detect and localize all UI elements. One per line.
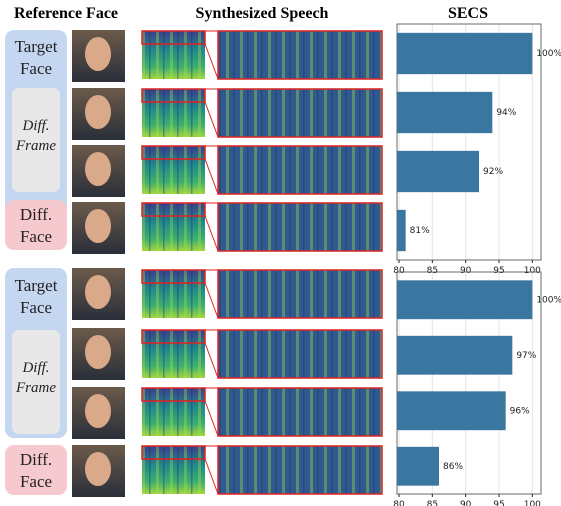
spectrogram-texture <box>142 31 205 79</box>
x-tick-label: 90 <box>460 266 472 276</box>
zoom-box <box>217 445 383 495</box>
value-label: 97% <box>516 351 536 361</box>
face-shape <box>85 394 111 428</box>
row-label: Diff. Frame <box>16 360 56 396</box>
spectrogram-texture <box>142 203 205 251</box>
zoom-box <box>141 202 206 217</box>
zoom-line <box>204 158 219 195</box>
x-tick-label: 80 <box>393 266 405 276</box>
bar <box>397 209 406 252</box>
zoom-box <box>217 145 383 195</box>
zoom-box <box>217 387 383 437</box>
x-tick-label: 85 <box>427 500 438 506</box>
row-label: Diff. Frame <box>16 118 56 154</box>
plot-frame <box>396 23 542 261</box>
spectrogram-texture <box>142 270 205 318</box>
group-box <box>5 200 67 250</box>
zoom-box <box>141 145 206 160</box>
spectrogram-texture <box>218 203 382 251</box>
zoom-box <box>141 387 206 402</box>
bar <box>397 150 479 193</box>
zoom-box <box>141 88 206 103</box>
row-label: Diff. Face <box>19 205 53 246</box>
zoom-line <box>204 342 219 379</box>
row-label: Target Face <box>14 37 58 78</box>
images <box>72 30 383 497</box>
zoom-box <box>217 329 383 379</box>
bar <box>397 91 493 134</box>
face-shape <box>85 209 111 243</box>
zoom-box <box>217 269 383 319</box>
x-tick-label: 95 <box>493 500 504 506</box>
face-shape <box>85 275 111 309</box>
spectrogram-texture <box>218 388 382 436</box>
spectrogram-texture <box>142 446 205 494</box>
zoom-box <box>217 30 383 80</box>
zoom-box <box>141 269 206 284</box>
spectrogram-texture <box>218 446 382 494</box>
plot-frame <box>396 271 542 495</box>
face-shape <box>85 152 111 186</box>
spectrogram-texture <box>142 388 205 436</box>
zoom-box <box>217 88 383 138</box>
face-shape <box>85 37 111 71</box>
zoom-line <box>204 282 219 319</box>
value-label: 100% <box>536 49 561 59</box>
x-tick-label: 95 <box>493 266 504 276</box>
x-tick-label: 100 <box>524 500 541 506</box>
x-tick-label: 90 <box>460 500 472 506</box>
row-label: Target Face <box>14 276 58 317</box>
spectrogram-texture <box>218 270 382 318</box>
zoom-box <box>217 202 383 252</box>
face-shape <box>85 452 111 486</box>
zoom-box <box>141 329 206 344</box>
bar <box>397 335 513 375</box>
value-label: 86% <box>443 462 463 472</box>
value-label: 94% <box>496 108 516 118</box>
header: Reference Face <box>14 5 118 22</box>
spectrogram-texture <box>218 89 382 137</box>
group-box <box>5 445 67 495</box>
value-label: 92% <box>483 167 503 177</box>
x-tick-label: 85 <box>427 266 438 276</box>
spectrogram-texture <box>218 31 382 79</box>
value-label: 81% <box>410 226 430 236</box>
x-tick-label: 80 <box>393 500 405 506</box>
zoom-box <box>141 30 206 45</box>
bar <box>397 280 533 320</box>
spectrogram-texture <box>142 146 205 194</box>
bar <box>397 391 506 431</box>
zoom-line <box>204 400 219 437</box>
zoom-line <box>204 43 219 80</box>
value-label: 100% <box>536 295 561 305</box>
row-label: Diff. Face <box>19 450 53 491</box>
face-shape <box>85 95 111 129</box>
group-box <box>12 88 60 192</box>
bar <box>397 446 439 486</box>
spectrogram-texture <box>142 330 205 378</box>
header: Synthesized Speech <box>196 5 329 22</box>
spectrogram-texture <box>218 330 382 378</box>
face-shape <box>85 335 111 369</box>
x-tick-label: 100 <box>524 266 541 276</box>
value-label: 96% <box>510 406 530 416</box>
zoom-line <box>204 215 219 252</box>
spectrogram-texture <box>142 89 205 137</box>
zoom-line <box>204 101 219 138</box>
header: SECS <box>448 5 488 22</box>
zoom-box <box>141 445 206 460</box>
zoom-line <box>204 458 219 495</box>
spectrogram-texture <box>218 146 382 194</box>
bar <box>397 32 533 75</box>
group-box <box>12 330 60 434</box>
